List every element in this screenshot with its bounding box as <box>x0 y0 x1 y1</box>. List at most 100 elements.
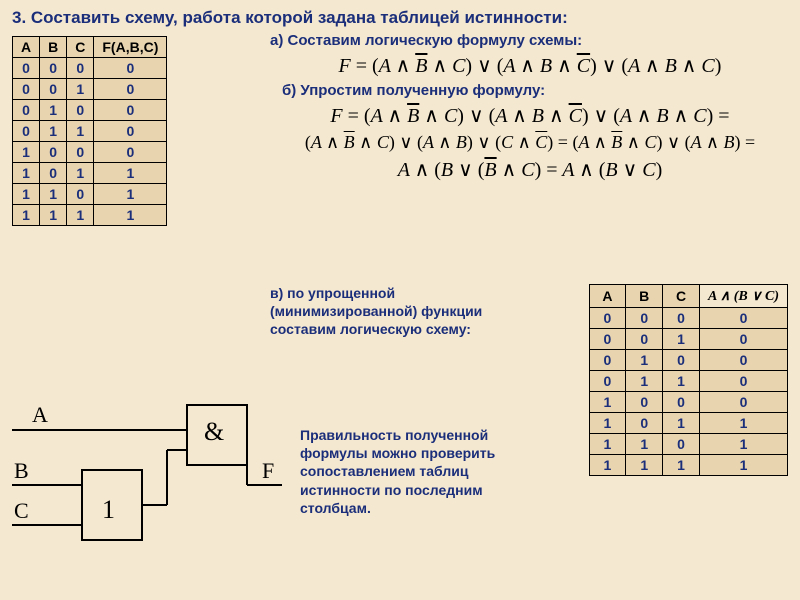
table-cell: 0 <box>13 121 40 142</box>
table-row: 0000 <box>13 58 167 79</box>
formula-1: F = (A ∧ B ∧ C) ∨ (A ∧ B ∧ C) ∨ (A ∧ B ∧… <box>270 51 790 80</box>
table-cell: 0 <box>94 142 167 163</box>
table-cell: 0 <box>40 79 67 100</box>
formula-2-line3: A ∧ (B ∨ (B ∧ C) = A ∧ (B ∨ C) <box>270 155 790 184</box>
table-cell: 1 <box>67 121 94 142</box>
table-row: 1000 <box>589 392 787 413</box>
table-cell: 0 <box>13 79 40 100</box>
table-header: A <box>589 285 626 308</box>
table-cell: 1 <box>67 163 94 184</box>
formula-2-line2: (A ∧ B ∧ C) ∨ (A ∧ B) ∨ (C ∧ C) = (A ∧ B… <box>270 130 790 155</box>
table-cell: 1 <box>40 184 67 205</box>
table-cell: 1 <box>589 392 626 413</box>
table-cell: 0 <box>589 371 626 392</box>
table-cell: 0 <box>589 329 626 350</box>
table-cell: 1 <box>40 121 67 142</box>
table-row: 0110 <box>13 121 167 142</box>
table-header: A <box>13 37 40 58</box>
table-header-formula: A ∧ (B ∨ C) <box>699 285 787 308</box>
table-row: 0100 <box>589 350 787 371</box>
formula-2-line1: F = (A ∧ B ∧ C) ∨ (A ∧ B ∧ C) ∨ (A ∧ B ∧… <box>270 101 790 130</box>
table-cell: 1 <box>40 205 67 226</box>
table-cell: 1 <box>94 205 167 226</box>
table-row: 0010 <box>589 329 787 350</box>
table-cell: 0 <box>663 434 700 455</box>
table-cell: 1 <box>67 79 94 100</box>
table-cell: 1 <box>663 371 700 392</box>
table-cell: 0 <box>67 184 94 205</box>
table-cell: 0 <box>699 350 787 371</box>
table-row: 1101 <box>13 184 167 205</box>
table-cell: 1 <box>663 455 700 476</box>
table-cell: 0 <box>699 392 787 413</box>
wire-c-label: C <box>14 498 29 523</box>
and-gate-label: & <box>204 417 224 446</box>
truth-table-1: ABCF(A,B,C)00000010010001101000101111011… <box>12 36 167 226</box>
table-cell: 0 <box>699 308 787 329</box>
table-row: 0010 <box>13 79 167 100</box>
section-b-title: б) Упростим полученную формулу: <box>270 80 790 101</box>
table-header: C <box>67 37 94 58</box>
table-row: 1011 <box>13 163 167 184</box>
table-cell: 0 <box>94 100 167 121</box>
section-a-title: а) Составим логическую формулу схемы: <box>270 30 790 51</box>
table-row: 1111 <box>589 455 787 476</box>
table-cell: 0 <box>589 350 626 371</box>
section-c-text: в) по упрощенной (минимизированной) функ… <box>270 284 530 339</box>
or-gate-label: 1 <box>102 495 115 524</box>
table-header: B <box>626 285 663 308</box>
table-cell: 1 <box>699 413 787 434</box>
truth-table-2: ABCA ∧ (B ∨ C)00000010010001101000101111… <box>589 284 788 476</box>
table-cell: 0 <box>663 392 700 413</box>
table-row: 1101 <box>589 434 787 455</box>
table-cell: 0 <box>13 58 40 79</box>
table-cell: 1 <box>626 455 663 476</box>
table-cell: 0 <box>40 163 67 184</box>
table-cell: 0 <box>699 371 787 392</box>
table-cell: 1 <box>40 100 67 121</box>
table-row: 0000 <box>589 308 787 329</box>
table-cell: 1 <box>626 350 663 371</box>
table-cell: 1 <box>699 434 787 455</box>
check-text: Правильность полученной формулы можно пр… <box>300 426 530 517</box>
table-cell: 0 <box>67 58 94 79</box>
table-cell: 1 <box>699 455 787 476</box>
table-row: 1111 <box>13 205 167 226</box>
wire-b-label: B <box>14 458 29 483</box>
table-row: 1011 <box>589 413 787 434</box>
table-header: F(A,B,C) <box>94 37 167 58</box>
table-row: 0110 <box>589 371 787 392</box>
table-cell: 0 <box>663 308 700 329</box>
table-cell: 1 <box>663 329 700 350</box>
table-cell: 0 <box>94 121 167 142</box>
table-cell: 0 <box>40 142 67 163</box>
table-cell: 0 <box>626 392 663 413</box>
table-header: C <box>663 285 700 308</box>
table-cell: 1 <box>94 184 167 205</box>
table-cell: 1 <box>13 205 40 226</box>
table-cell: 1 <box>589 455 626 476</box>
table-cell: 0 <box>626 413 663 434</box>
table-cell: 1 <box>589 434 626 455</box>
wire-f-label: F <box>262 458 274 483</box>
table-cell: 1 <box>13 142 40 163</box>
page-title: 3. Составить схему, работа которой задан… <box>0 0 800 32</box>
table-cell: 0 <box>626 308 663 329</box>
table-row: 1000 <box>13 142 167 163</box>
table-cell: 0 <box>67 142 94 163</box>
wire-a-label: A <box>32 402 48 427</box>
table-cell: 0 <box>589 308 626 329</box>
table-row: 0100 <box>13 100 167 121</box>
table-cell: 1 <box>94 163 167 184</box>
table-cell: 0 <box>40 58 67 79</box>
table-header: B <box>40 37 67 58</box>
table-cell: 1 <box>626 371 663 392</box>
table-cell: 1 <box>663 413 700 434</box>
table-cell: 1 <box>13 184 40 205</box>
logic-diagram: A B C 1 & F <box>12 400 292 570</box>
table-cell: 1 <box>67 205 94 226</box>
table-cell: 1 <box>13 163 40 184</box>
table-cell: 0 <box>13 100 40 121</box>
table-cell: 1 <box>589 413 626 434</box>
table-cell: 0 <box>67 100 94 121</box>
